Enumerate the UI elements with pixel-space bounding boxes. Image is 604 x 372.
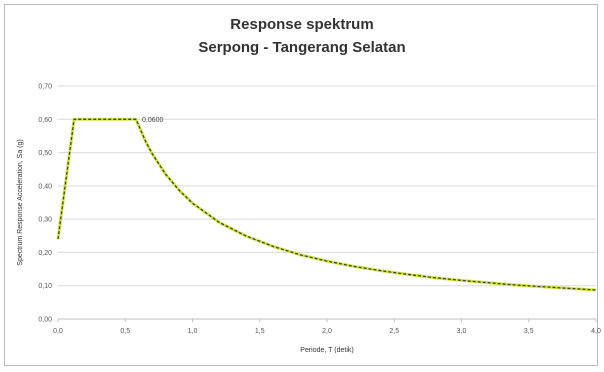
chart-subtitle: Serpong - Tangerang Selatan [198, 39, 406, 56]
y-tick-label-1: 0,10 [38, 283, 52, 290]
y-tick-label-2: 0,20 [38, 250, 52, 257]
y-tick-label-5: 0,50 [38, 150, 52, 157]
grid-lines [58, 85, 596, 320]
peak-annotation: 0,0600 [142, 117, 164, 124]
chart-frame [4, 4, 598, 366]
y-tick-label-6: 0,60 [38, 117, 52, 124]
x-tick-label-3: 1,5 [255, 328, 265, 335]
x-tick-label-5: 2,5 [389, 328, 399, 335]
x-tick-label-2: 1,0 [188, 328, 198, 335]
x-tick-label-8: 4,0 [591, 328, 601, 335]
x-tick-label-1: 0,5 [120, 328, 130, 335]
chart-title: Response spektrum [230, 16, 374, 33]
x-tick-label-6: 3,0 [457, 328, 467, 335]
y-tick-label-3: 0,30 [38, 217, 52, 224]
x-tick-label-4: 2,0 [322, 328, 332, 335]
x-tick-label-7: 3,5 [524, 328, 534, 335]
y-tick-label-7: 0,70 [38, 84, 52, 91]
x-axis-title: Periode, T (detik) [300, 347, 353, 354]
y-tick-label-4: 0,40 [38, 183, 52, 190]
x-axis-ticks: 0,0 0,5 1,0 1,5 2,0 2,5 3,0 3,5 4,0 [53, 319, 601, 335]
y-tick-label-0: 0,00 [38, 317, 52, 324]
y-axis-title: Spectrum Response Acceleration, Sa (g) [17, 139, 24, 265]
series-line-halo [56, 117, 597, 292]
series-line [57, 118, 597, 291]
x-tick-label-0: 0,0 [53, 328, 63, 335]
y-axis-ticks: 0,00 0,10 0,20 0,30 0,40 0,50 0,60 0,70 [38, 84, 52, 324]
series-group [56, 117, 597, 292]
